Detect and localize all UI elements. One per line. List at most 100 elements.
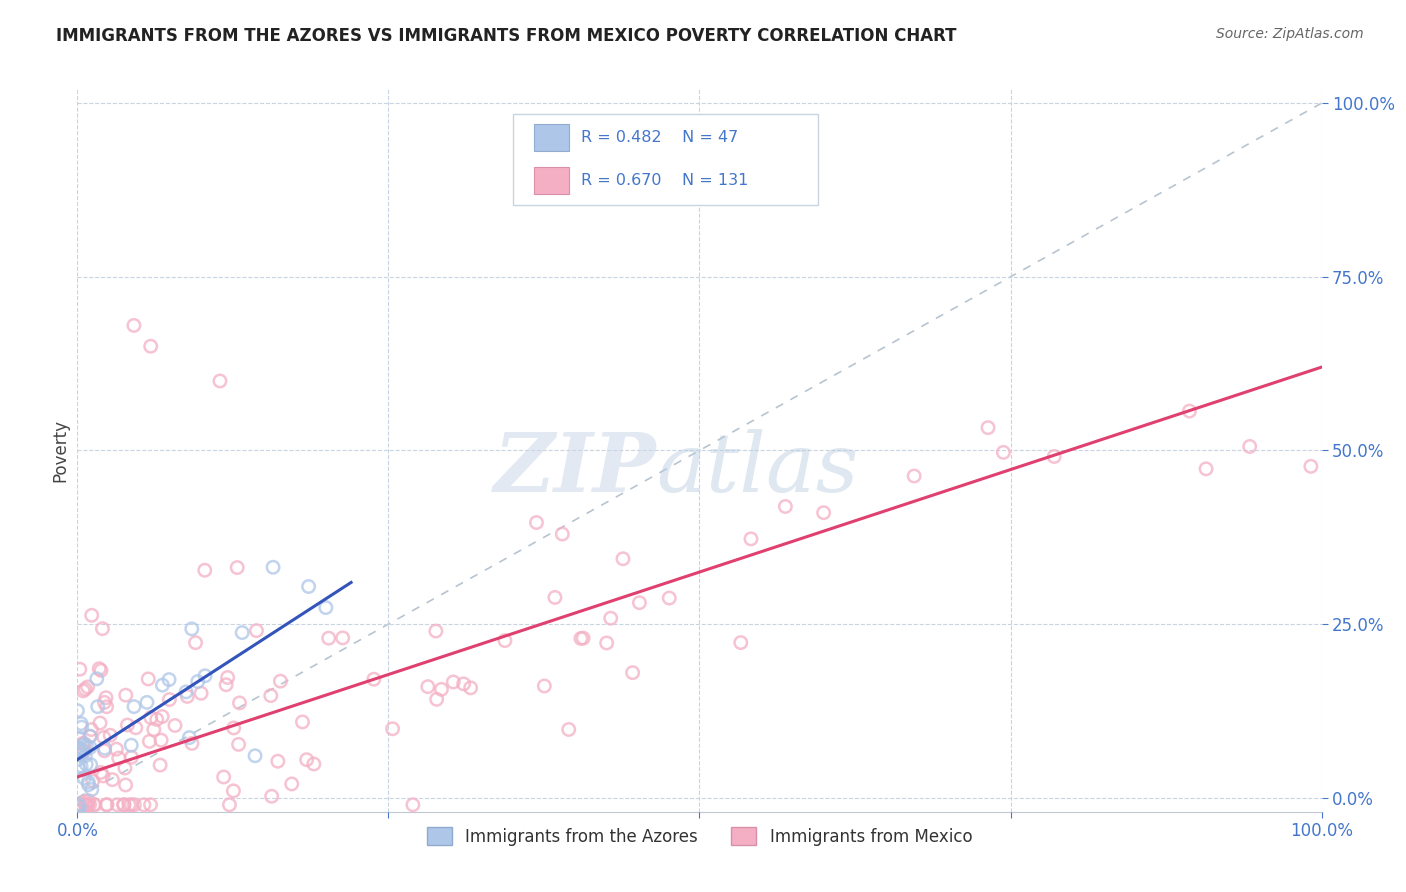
Point [526,516,548,530]
Point [1299,459,1322,474]
Point [281,777,304,791]
Point [260,789,283,804]
Point [813,506,835,520]
Point [212,770,235,784]
Point [125,721,148,735]
Point [381,722,404,736]
Point [86,672,108,686]
Point [612,551,634,566]
Point [101,772,124,787]
Point [903,469,925,483]
Point [139,797,162,812]
Point [977,420,1000,434]
Point [69,731,91,745]
Legend: Immigrants from the Azores, Immigrants from Mexico: Immigrants from the Azores, Immigrants f… [419,819,980,854]
Point [93,695,115,709]
Point [120,738,142,752]
Point [179,731,201,745]
Point [558,723,581,737]
Point [105,742,128,756]
Point [76,797,98,812]
Point [291,714,314,729]
Point [80,723,103,737]
Point [215,678,238,692]
Point [105,797,128,812]
Point [66,760,89,774]
Point [703,165,725,179]
Point [93,741,115,756]
Point [569,632,592,646]
Point [139,339,162,353]
Point [89,662,111,676]
Point [67,800,90,814]
Point [187,674,209,689]
Point [363,672,385,686]
Point [228,738,250,752]
Point [302,757,325,772]
Point [494,633,516,648]
Point [533,679,555,693]
Point [190,686,212,700]
Point [79,740,101,755]
Point [75,757,97,772]
Point [222,721,245,735]
Point [66,836,89,850]
Point [163,718,186,732]
Text: ZIP: ZIP [494,428,657,508]
Point [66,753,89,767]
FancyBboxPatch shape [513,114,818,205]
Point [94,690,117,705]
Point [136,672,159,686]
Point [181,736,204,750]
Point [90,664,112,678]
Point [149,758,172,772]
Point [218,797,240,812]
Point [138,734,160,748]
Point [98,728,121,742]
Point [75,797,97,812]
Point [89,716,111,731]
Point [157,673,180,687]
Point [84,797,107,812]
Point [1239,440,1261,454]
Point [426,692,449,706]
Point [120,750,142,764]
Point [551,527,574,541]
Point [83,797,105,812]
Point [176,690,198,704]
Point [318,631,340,645]
Point [72,738,94,752]
Text: Source: ZipAtlas.com: Source: ZipAtlas.com [1216,27,1364,41]
Bar [534,123,569,151]
Text: R = 0.482    N = 47: R = 0.482 N = 47 [581,129,738,145]
Point [76,680,98,694]
Point [150,733,173,747]
Point [132,797,155,812]
Point [122,318,145,333]
Point [77,775,100,789]
Point [67,797,90,812]
Point [402,797,425,812]
Point [73,822,96,837]
Point [231,625,253,640]
Point [91,622,114,636]
Point [79,729,101,743]
Point [222,784,245,798]
Point [112,797,135,812]
Point [114,688,136,702]
Point [1043,450,1066,464]
Point [70,720,93,734]
Point [69,662,91,676]
Point [332,631,354,645]
Point [96,797,118,812]
Point [453,677,475,691]
Point [297,580,319,594]
Point [67,743,90,757]
Point [416,680,439,694]
Point [80,757,103,772]
Point [993,445,1015,459]
Point [70,759,93,773]
Point [628,596,651,610]
Point [75,682,97,697]
Point [142,723,165,737]
